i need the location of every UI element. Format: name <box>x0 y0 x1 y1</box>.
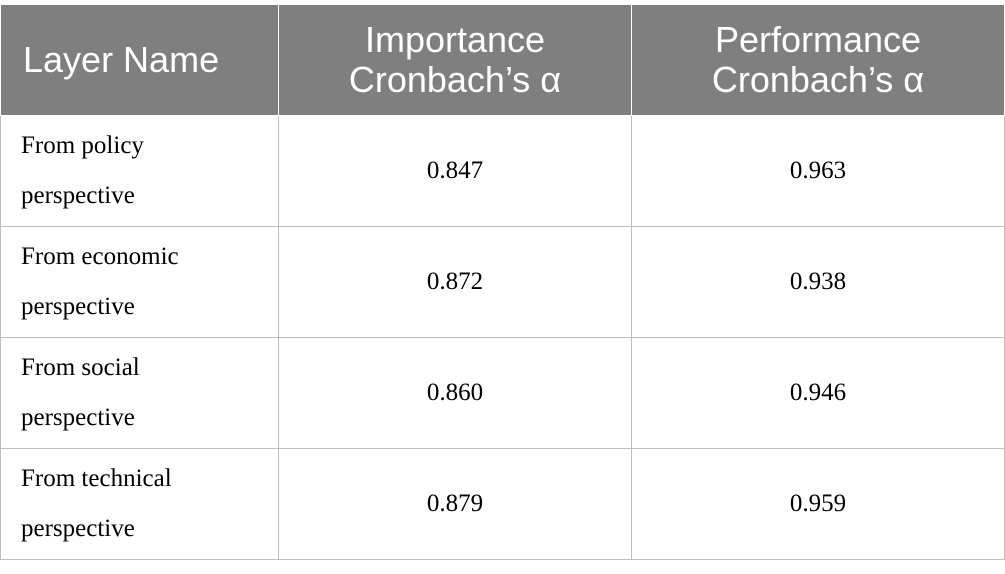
header-importance-line1: Importance <box>364 19 546 60</box>
table-body: From policy perspective 0.847 0.963 From… <box>0 115 1005 560</box>
performance-cell: 0.938 <box>631 226 1005 338</box>
header-performance-line1: Performance <box>714 19 922 60</box>
table-header: Layer Name Importance Cronbach’s α Perfo… <box>0 4 1005 116</box>
layer-name-line1: From policy <box>21 132 144 159</box>
table-row: From economic perspective 0.872 0.938 <box>0 226 1005 338</box>
performance-cell: 0.963 <box>631 115 1005 227</box>
table-row: From policy perspective 0.847 0.963 <box>0 115 1005 227</box>
layer-name-line1: From economic <box>21 243 179 270</box>
importance-cell: 0.879 <box>278 448 632 560</box>
importance-cell: 0.860 <box>278 337 632 449</box>
performance-cell: 0.959 <box>631 448 1005 560</box>
layer-name-cell: From social perspective <box>0 337 279 449</box>
layer-name-line2: perspective <box>21 404 135 431</box>
layer-name-line2: perspective <box>21 182 135 209</box>
layer-name-line1: From social <box>21 354 140 381</box>
layer-name-line2: perspective <box>21 515 135 542</box>
importance-cell: 0.847 <box>278 115 632 227</box>
layer-name-cell: From technical perspective <box>0 448 279 560</box>
performance-cell: 0.946 <box>631 337 1005 449</box>
header-layer-name-text: Layer Name <box>23 39 220 80</box>
layer-name-line2: perspective <box>21 293 135 320</box>
reliability-table: Layer Name Importance Cronbach’s α Perfo… <box>0 4 1005 560</box>
header-row: Layer Name Importance Cronbach’s α Perfo… <box>0 4 1005 116</box>
table-row: From social perspective 0.860 0.946 <box>0 337 1005 449</box>
header-importance-line2: Cronbach’s α <box>348 59 562 100</box>
layer-name-cell: From policy perspective <box>0 115 279 227</box>
table-row: From technical perspective 0.879 0.959 <box>0 448 1005 560</box>
importance-cell: 0.872 <box>278 226 632 338</box>
header-importance: Importance Cronbach’s α <box>278 4 632 116</box>
layer-name-cell: From economic perspective <box>0 226 279 338</box>
header-layer-name: Layer Name <box>0 4 279 116</box>
header-performance-line2: Cronbach’s α <box>711 59 925 100</box>
layer-name-line1: From technical <box>21 465 172 492</box>
header-performance: Performance Cronbach’s α <box>631 4 1005 116</box>
